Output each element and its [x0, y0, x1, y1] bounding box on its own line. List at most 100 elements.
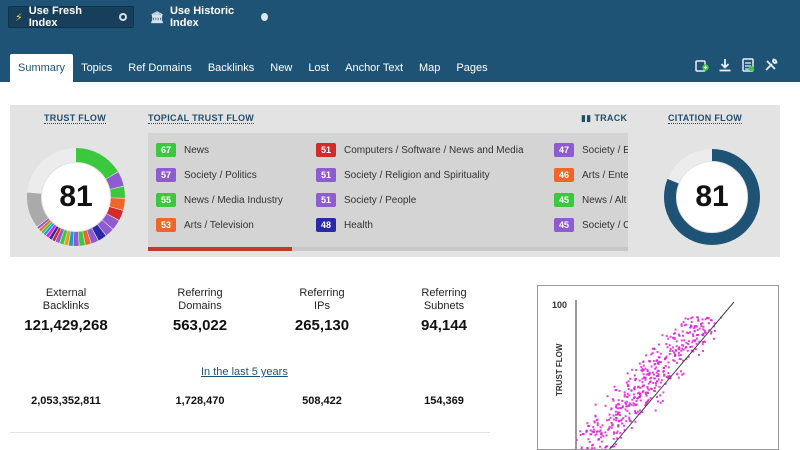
tab-backlinks[interactable]: Backlinks — [207, 62, 255, 74]
topic-item[interactable]: 67 News — [156, 142, 209, 158]
scatter-point — [687, 340, 690, 343]
scatter-point — [619, 419, 622, 422]
tab-pages[interactable]: Pages — [456, 62, 488, 74]
scatter-point — [679, 358, 682, 361]
scatter-point — [709, 319, 712, 322]
stat-label: Referring Domains — [177, 287, 223, 312]
report-icon[interactable] — [741, 58, 755, 72]
tab-new[interactable]: New — [270, 62, 293, 74]
download-icon[interactable] — [718, 58, 732, 72]
topic-item[interactable]: 47 Society / E — [554, 142, 628, 158]
stat-label: Referring IPs — [299, 287, 345, 312]
scatter-point — [648, 372, 651, 375]
topic-item[interactable]: 51 Society / Religion and Spirituality — [316, 167, 490, 183]
scatter-point — [592, 425, 595, 428]
topic-item[interactable]: 48 Health — [316, 217, 373, 233]
scatter-point — [681, 344, 684, 347]
scatter-point — [637, 396, 640, 399]
scatter-point — [657, 370, 660, 372]
scatter-point — [644, 378, 647, 381]
tab-ref-domains[interactable]: Ref Domains — [128, 62, 192, 74]
scatter-point — [641, 377, 644, 380]
trust-flow-segment — [27, 148, 125, 246]
topic-item[interactable]: 53 Arts / Television — [156, 217, 254, 233]
scatter-point — [674, 354, 677, 357]
scatter-point — [644, 367, 647, 370]
topic-item[interactable]: 45 News / Alt — [554, 192, 626, 208]
trust-flow-segment — [27, 148, 125, 246]
scatter-point — [596, 424, 599, 426]
scatter-point — [690, 325, 693, 328]
stat-value: 563,022 — [172, 317, 228, 334]
scatter-point — [654, 409, 657, 412]
topical-trust-flow-title[interactable]: TOPICAL TRUST FLOW — [148, 113, 255, 124]
scatter-point — [623, 429, 626, 432]
flow-metric-scatter[interactable]: 100 TRUST FLOW — [537, 285, 779, 450]
topic-item[interactable]: 51 Society / People — [316, 192, 416, 208]
scatter-point — [632, 402, 635, 405]
scatter-point — [646, 368, 649, 371]
topic-label: News — [184, 144, 210, 156]
scatter-point — [615, 413, 617, 416]
scatter-point — [587, 438, 590, 441]
scatter-point — [609, 416, 612, 419]
topic-item[interactable]: 55 News / Media Industry — [156, 192, 283, 208]
scatter-point — [599, 436, 602, 439]
scatter-point — [703, 331, 706, 334]
scatter-point — [628, 418, 631, 421]
scatter-point — [665, 343, 668, 345]
metrics-panel: TRUST FLOW TOPICAL TRUST FLOW ▮▮ TRACK C… — [10, 105, 780, 257]
scatter-point — [625, 381, 628, 384]
scatter-point — [585, 431, 588, 434]
tab-anchor-text[interactable]: Anchor Text — [345, 62, 403, 74]
track-button[interactable]: ▮▮ TRACK — [581, 113, 627, 124]
scatter-point — [697, 334, 700, 336]
topics-scrollbar-thumb[interactable] — [148, 247, 292, 251]
scatter-point — [651, 352, 654, 355]
scatter-point — [665, 335, 668, 338]
tab-summary[interactable]: Summary — [10, 54, 74, 82]
tools-icon[interactable] — [764, 58, 778, 72]
scatter-point — [693, 329, 696, 332]
historic-period-link[interactable]: In the last 5 years — [201, 366, 288, 378]
scatter-point — [672, 332, 675, 335]
topics-scrollbar[interactable] — [148, 247, 628, 251]
scatter-point — [656, 374, 659, 377]
scatter-point — [689, 346, 692, 348]
scatter-point — [654, 382, 657, 384]
scatter-point — [613, 432, 616, 435]
fresh-index-toggle[interactable]: ⚡ Use Fresh Index — [8, 5, 134, 29]
scatter-point — [611, 424, 614, 427]
add-to-bucket-icon[interactable] — [695, 58, 709, 72]
scatter-point — [638, 362, 641, 365]
scatter-point — [680, 324, 683, 327]
citation-flow-title[interactable]: CITATION FLOW — [668, 113, 743, 124]
scatter-point — [657, 361, 660, 364]
topic-item[interactable]: 57 Society / Politics — [156, 167, 257, 183]
tab-topics[interactable]: Topics — [81, 62, 113, 74]
scatter-point — [641, 391, 644, 394]
scatter-point — [608, 413, 611, 416]
scatter-point — [639, 386, 642, 389]
scatter-point — [668, 344, 671, 347]
scatter-point — [614, 389, 617, 391]
trust-flow-title[interactable]: TRUST FLOW — [44, 113, 106, 124]
scatter-point — [686, 349, 689, 352]
stat-label: External Backlinks — [42, 287, 90, 312]
scatter-point — [595, 419, 598, 422]
topic-label: Society / Religion and Spirituality — [344, 169, 490, 181]
scatter-point — [605, 434, 608, 437]
tab-lost[interactable]: Lost — [308, 62, 330, 74]
scatter-point — [713, 322, 716, 325]
topic-item[interactable]: 51 Computers / Software / News and Media — [316, 142, 524, 158]
historic-index-toggle[interactable]: 🏛 Use Historic Index — [144, 5, 274, 29]
scatter-point — [665, 375, 668, 378]
topic-item[interactable]: 46 Arts / Ente — [554, 167, 628, 183]
tab-map[interactable]: Map — [419, 62, 441, 74]
topic-item[interactable]: 45 Society / C — [554, 217, 628, 233]
scatter-point — [626, 410, 629, 412]
scatter-point — [642, 384, 645, 387]
scatter-point — [593, 421, 596, 424]
scatter-point — [630, 403, 633, 406]
scatter-point — [678, 354, 681, 357]
